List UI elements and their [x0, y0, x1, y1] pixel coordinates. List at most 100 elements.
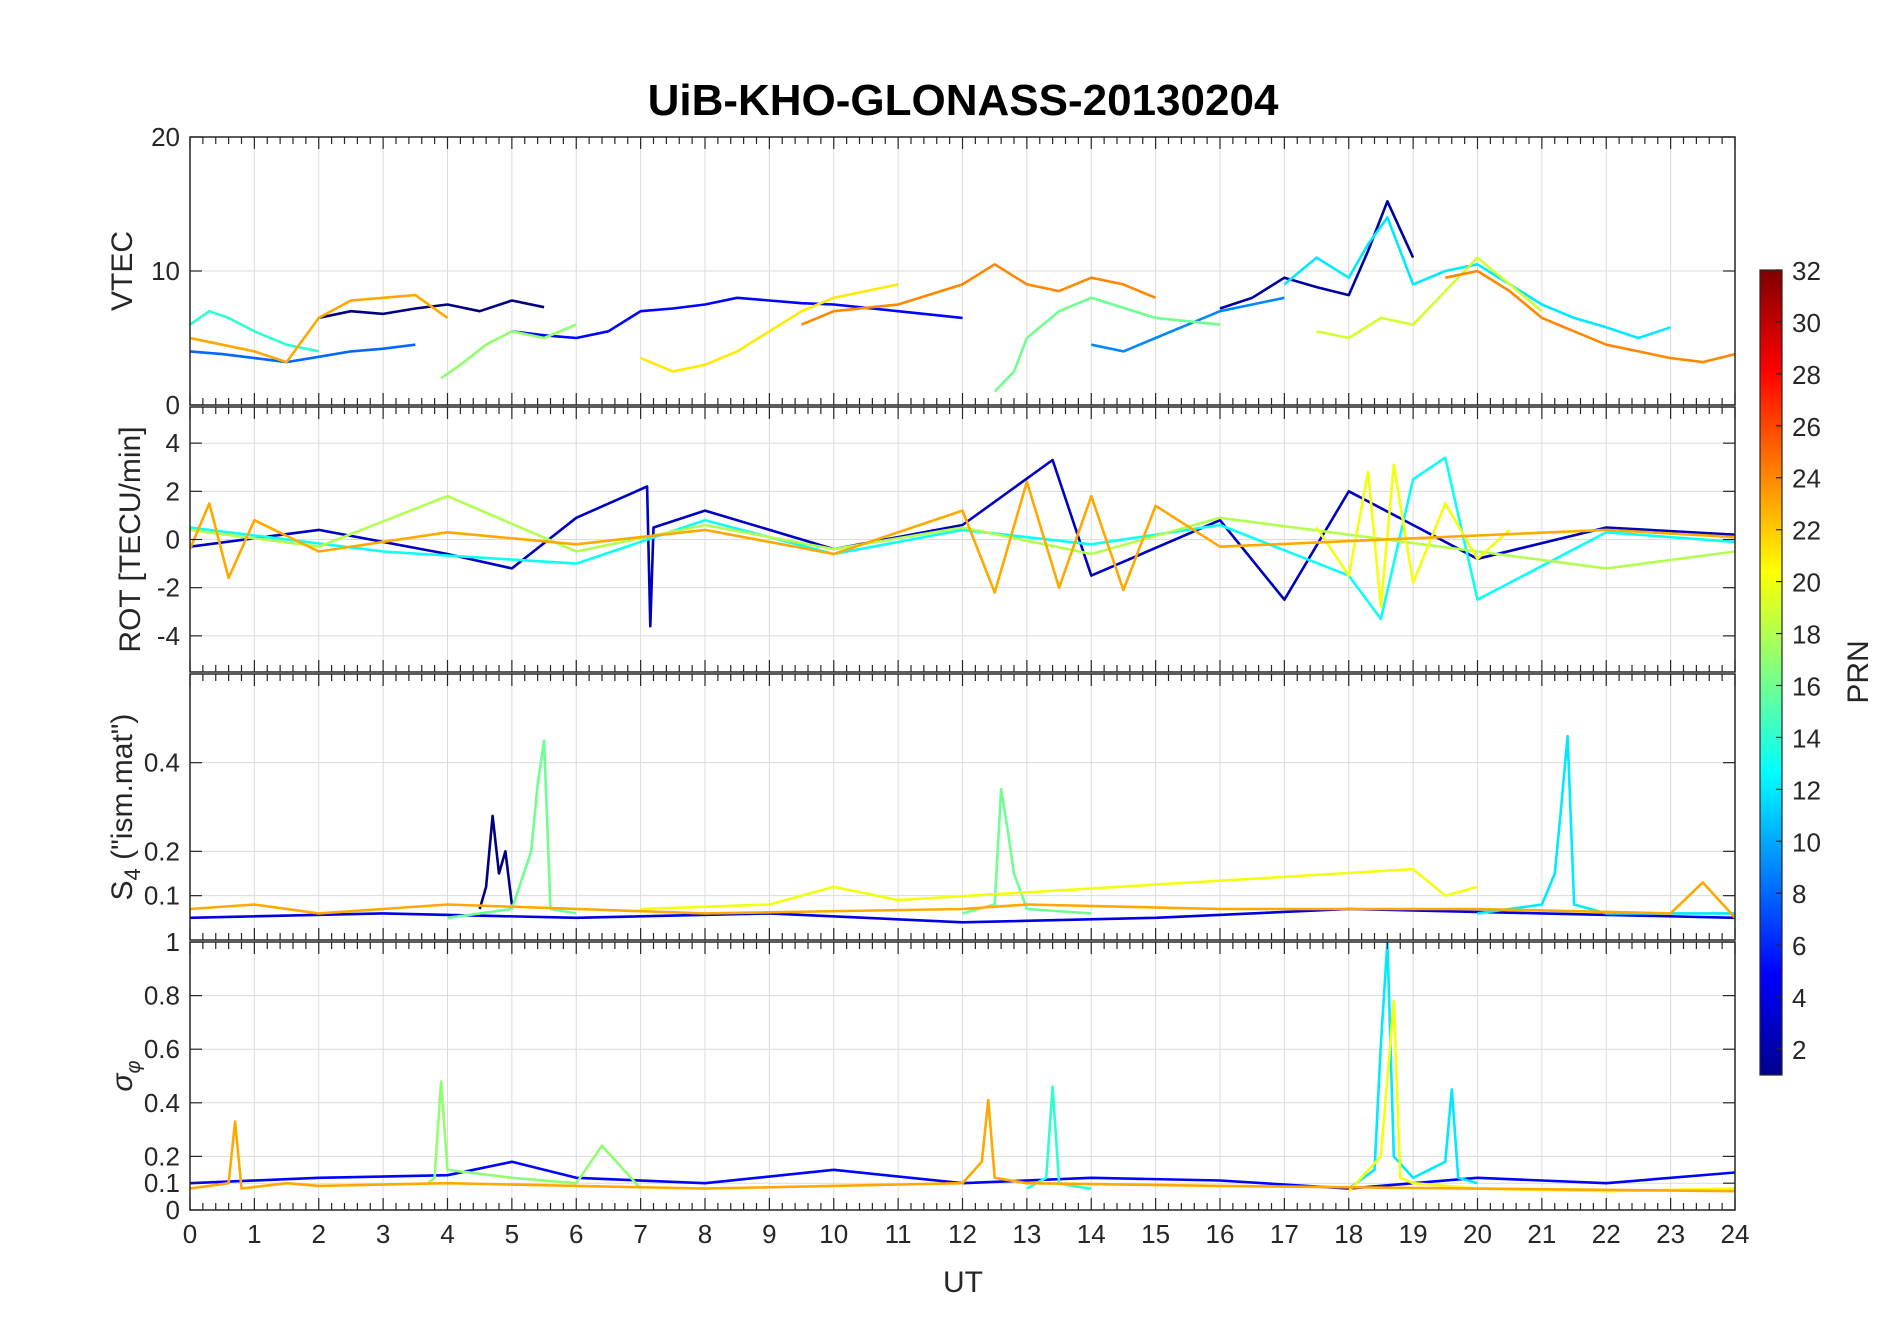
series-prn-9	[1091, 296, 1285, 353]
series-prn-5	[511, 296, 963, 340]
series-prn-23	[190, 881, 1735, 919]
figure-title: UiB-KHO-GLONASS-20130204	[648, 76, 1279, 125]
y-tick-label: -2	[157, 573, 180, 603]
x-tick-label: 13	[1012, 1219, 1041, 1249]
series-prn-4	[190, 907, 1735, 924]
series-prn-20	[640, 867, 1478, 911]
x-tick-label: 8	[698, 1219, 712, 1249]
y-tick-label: 20	[151, 122, 180, 152]
x-tick-label: 20	[1463, 1219, 1492, 1249]
series-prn-23	[190, 293, 449, 364]
y-axis-label: σφ	[106, 1060, 145, 1091]
series-prn-23	[190, 480, 1735, 594]
y-tick-label: 4	[166, 428, 180, 458]
x-tick-label: 22	[1592, 1219, 1621, 1249]
y-tick-label: 0	[166, 525, 180, 555]
series-group	[190, 456, 1735, 628]
colorbar-tick-label: 24	[1792, 464, 1821, 494]
x-axis-label: UT	[943, 1266, 983, 1299]
series-prn-14	[1026, 1085, 1092, 1190]
y-tick-label: 0.4	[144, 748, 180, 778]
series-prn-16	[962, 788, 1092, 915]
y-tick-label: 0	[166, 1195, 180, 1225]
x-tick-label: 14	[1077, 1219, 1106, 1249]
y-tick-label: 0.2	[144, 836, 180, 866]
y-tick-label: 2	[166, 476, 180, 506]
x-tick-label: 24	[1721, 1219, 1750, 1249]
panel-s4: 0.1 0.2 0.4S4 ("ism.mat")	[106, 673, 1736, 941]
series-prn-12	[1283, 216, 1672, 340]
colorbar-frame	[1759, 269, 1783, 1076]
series-prn-19	[1316, 256, 1543, 340]
colorbar-tick-label: 26	[1792, 412, 1821, 442]
series-prn-24	[801, 263, 1157, 326]
x-tick-label: 23	[1656, 1219, 1685, 1249]
colorbar-tick-label: 10	[1792, 827, 1821, 857]
series-prn-17	[440, 323, 577, 380]
colorbar-tick-label: 32	[1792, 256, 1821, 286]
x-tick-label: 21	[1527, 1219, 1556, 1249]
x-tick-label: 2	[312, 1219, 326, 1249]
y-axis-label: VTEC	[106, 231, 139, 311]
series-prn-16	[447, 739, 577, 920]
x-tick-label: 6	[569, 1219, 583, 1249]
x-tick-label: 12	[948, 1219, 977, 1249]
colorbar-tick-label: 22	[1792, 516, 1821, 546]
y-tick-label: 0.2	[144, 1141, 180, 1171]
series-group	[190, 200, 1735, 393]
y-tick-label: 0.4	[144, 1088, 180, 1118]
x-tick-label: 4	[440, 1219, 454, 1249]
colorbar-tick-label: 28	[1792, 360, 1821, 390]
colorbar-gradient	[1760, 270, 1782, 1075]
x-tick-label: 3	[376, 1219, 390, 1249]
colorbar-tick-label: 4	[1792, 983, 1806, 1013]
y-tick-label: 10	[151, 256, 180, 286]
x-tick-label: 19	[1399, 1219, 1428, 1249]
x-tick-label: 18	[1334, 1219, 1363, 1249]
x-tick-label: 7	[633, 1219, 647, 1249]
y-axis-label: S4 ("ism.mat")	[106, 714, 145, 901]
y-tick-label: 0	[166, 390, 180, 420]
x-tick-label: 0	[183, 1219, 197, 1249]
series-group	[190, 942, 1735, 1193]
x-tick-label: 11	[885, 1219, 912, 1249]
series-prn-5	[190, 1160, 1735, 1190]
series-prn-18	[190, 494, 1735, 570]
y-tick-label: 0.1	[144, 881, 180, 911]
x-tick-label: 10	[819, 1219, 848, 1249]
y-axis-label: ROT [TECU/min]	[114, 426, 147, 652]
colorbar-tick-label: 18	[1792, 620, 1821, 650]
series-prn-21	[640, 283, 899, 373]
colorbar-tick-label: 6	[1792, 931, 1806, 961]
series-prn-16	[993, 296, 1221, 393]
colorbar-tick-label: 12	[1792, 775, 1821, 805]
x-tick-label: 17	[1270, 1219, 1299, 1249]
series-prn-14	[190, 309, 320, 353]
series-prn-13	[190, 456, 1735, 621]
y-tick-label: 0.6	[144, 1034, 180, 1064]
x-tick-label: 16	[1206, 1219, 1235, 1249]
colorbar-tick-label: 30	[1792, 308, 1821, 338]
y-tick-label: -4	[157, 621, 180, 651]
y-tick-label: 1	[166, 927, 180, 957]
colorbar-label: PRN	[1842, 640, 1875, 703]
series-prn-2	[1219, 200, 1415, 310]
x-tick-label: 1	[247, 1219, 261, 1249]
y-tick-label: 0.8	[144, 981, 180, 1011]
colorbar-tick-label: 20	[1792, 568, 1821, 598]
series-prn-8	[190, 343, 416, 364]
series-group	[190, 734, 1735, 924]
colorbar-tick-label: 2	[1792, 1035, 1806, 1065]
series-prn-24	[1445, 269, 1735, 364]
colorbar-tick-label: 16	[1792, 671, 1821, 701]
series-prn-17	[427, 1080, 642, 1190]
panel-vtec: 0 10 20 VTEC	[106, 122, 1736, 420]
colorbar-tick-label: 14	[1792, 723, 1821, 753]
x-tick-label: 15	[1141, 1219, 1170, 1249]
y-tick-label: 0.1	[144, 1168, 180, 1198]
panel-rot: -4 -2 0 2 4 ROT [TECU/min]	[114, 406, 1736, 673]
